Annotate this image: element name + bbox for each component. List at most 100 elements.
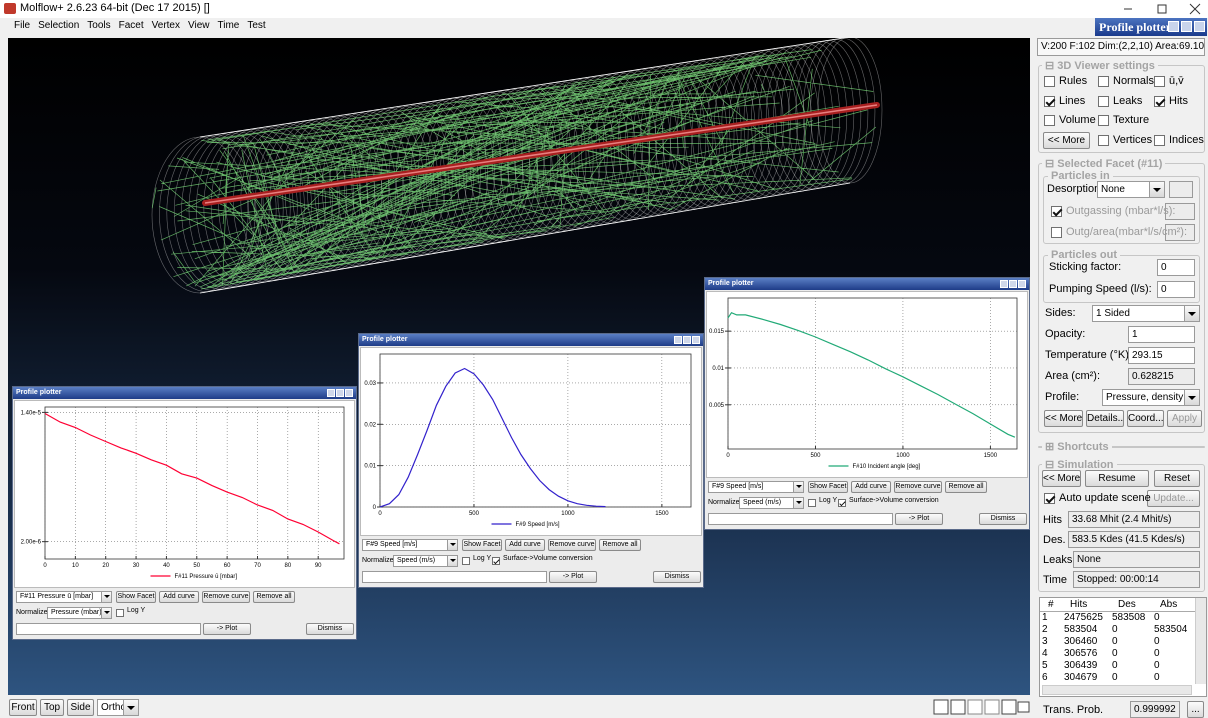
plot-button[interactable]: -> Plot [549, 571, 597, 583]
view-button[interactable]: Side [67, 699, 94, 716]
checkbox[interactable] [1098, 115, 1109, 126]
legend-label: F#11 Pressure ū [mbar] [175, 574, 238, 580]
table-cell: 0 [1112, 672, 1118, 684]
plot-button[interactable]: -> Plot [895, 513, 943, 525]
dismiss-button[interactable]: Dismiss [306, 623, 354, 635]
window-button[interactable] [674, 336, 682, 344]
window-button[interactable] [327, 389, 335, 397]
simulation-button[interactable]: << More [1042, 470, 1081, 487]
plotter-button[interactable]: Add curve [159, 591, 199, 603]
dismiss-button[interactable]: Dismiss [653, 571, 701, 583]
sides-select[interactable]: 1 Sided [1092, 305, 1200, 322]
curve-select[interactable]: F#9 Speed [m/s] [708, 481, 804, 493]
simulation-button[interactable]: Resume [1085, 470, 1149, 487]
curve-select[interactable]: F#11 Pressure ū [mbar] [16, 591, 112, 603]
menu-item[interactable]: Vertex [152, 20, 180, 31]
more-button[interactable]: ... [1187, 701, 1204, 718]
checkbox[interactable] [1044, 76, 1055, 87]
checkbox[interactable] [1154, 135, 1165, 146]
facet-button[interactable]: << More [1044, 410, 1083, 427]
menu-item[interactable]: Facet [119, 20, 144, 31]
opacity-input[interactable]: 1 [1128, 326, 1195, 343]
window-button[interactable] [345, 389, 353, 397]
checkbox[interactable] [462, 557, 470, 565]
checkbox[interactable] [1098, 96, 1109, 107]
x-tick-label: 1000 [896, 453, 910, 459]
close-button[interactable] [1194, 21, 1205, 32]
checkbox [1051, 206, 1062, 217]
checkbox[interactable] [1098, 76, 1109, 87]
checkbox[interactable] [838, 499, 846, 507]
column-header: Des [1118, 599, 1136, 610]
plotter-button[interactable]: Remove curve [548, 539, 596, 551]
simulation-button[interactable]: Reset [1154, 470, 1200, 487]
normalize-select[interactable]: Pressure (mbar) [47, 607, 112, 619]
view-button[interactable]: Top [40, 699, 64, 716]
checkbox[interactable] [1098, 135, 1109, 146]
checkbox[interactable] [808, 499, 816, 507]
menu-item[interactable]: File [14, 20, 30, 31]
menu-item[interactable]: View [188, 20, 210, 31]
formula-input[interactable] [362, 571, 547, 583]
checkbox[interactable] [1044, 115, 1055, 126]
plotter-button[interactable]: Show Facet [462, 539, 502, 551]
maximize-button[interactable] [1181, 21, 1192, 32]
plotter-button[interactable]: Remove all [945, 481, 987, 493]
projection-select[interactable]: Ortho. [97, 699, 139, 716]
curve-select[interactable]: F#9 Speed [m/s] [362, 539, 458, 551]
view-tools[interactable] [932, 698, 1032, 716]
menu-item[interactable]: Time [218, 20, 240, 31]
view-button[interactable]: Front [9, 699, 37, 716]
window-controls[interactable] [1120, 3, 1205, 15]
formula-input[interactable] [708, 513, 893, 525]
profile-select[interactable]: Pressure, density (ū) [1102, 389, 1200, 406]
y-tick-label: 0.03 [364, 381, 376, 387]
x-tick-label: 1000 [561, 511, 575, 517]
checkbox-label: Auto update scene [1059, 492, 1151, 504]
menu-item[interactable]: Selection [38, 20, 79, 31]
temperature-input[interactable]: 293.15 [1128, 347, 1195, 364]
checkbox[interactable] [1154, 96, 1165, 107]
checkbox[interactable] [1154, 76, 1165, 87]
checkbox[interactable] [1044, 493, 1055, 504]
plotter-button[interactable]: Remove curve [894, 481, 942, 493]
plotter-button[interactable]: Add curve [505, 539, 545, 551]
plotter-button[interactable]: Show Facet [116, 591, 156, 603]
checkbox[interactable] [1044, 96, 1055, 107]
formula-input[interactable] [16, 623, 201, 635]
plotter-button[interactable]: Remove all [599, 539, 641, 551]
more-button[interactable]: << More [1043, 132, 1090, 149]
plotter-button[interactable]: Show Facet [808, 481, 848, 493]
checkbox[interactable] [492, 557, 500, 565]
plot-button[interactable]: -> Plot [203, 623, 251, 635]
facet-title: Selected Facet (#11) [1057, 158, 1162, 170]
window-button[interactable] [692, 336, 700, 344]
facet-button[interactable]: Details... [1086, 410, 1124, 427]
plotter-button[interactable]: Add curve [851, 481, 891, 493]
window-button[interactable] [1009, 280, 1017, 288]
normalize-select[interactable]: Speed (m/s) [739, 497, 804, 509]
y-tick-label: 0.005 [709, 403, 725, 409]
panel-title-bar: Profile plotter [1095, 18, 1207, 36]
window-button[interactable] [336, 389, 344, 397]
x-tick-label: 500 [469, 511, 480, 517]
checkbox[interactable] [116, 609, 124, 617]
pumping-input[interactable]: 0 [1157, 281, 1195, 298]
trans-prob-field: 0.999992 [1130, 701, 1180, 718]
normalize-select[interactable]: Speed (m/s) [393, 555, 458, 567]
dismiss-button[interactable]: Dismiss [979, 513, 1027, 525]
sticking-input[interactable]: 0 [1157, 259, 1195, 276]
menu-item[interactable]: Test [247, 20, 265, 31]
menu-item[interactable]: Tools [87, 20, 110, 31]
particles-out-title: Particles out [1048, 249, 1120, 261]
plotter-button[interactable]: Remove curve [202, 591, 250, 603]
desorption-select[interactable]: None [1097, 181, 1165, 198]
window-button[interactable] [1018, 280, 1026, 288]
x-tick-label: 0 [378, 511, 382, 517]
plotter-button[interactable]: Remove all [253, 591, 295, 603]
facet-button[interactable]: Coord... [1127, 410, 1164, 427]
window-button[interactable] [683, 336, 691, 344]
minimize-button[interactable] [1168, 21, 1179, 32]
window-button[interactable] [1000, 280, 1008, 288]
